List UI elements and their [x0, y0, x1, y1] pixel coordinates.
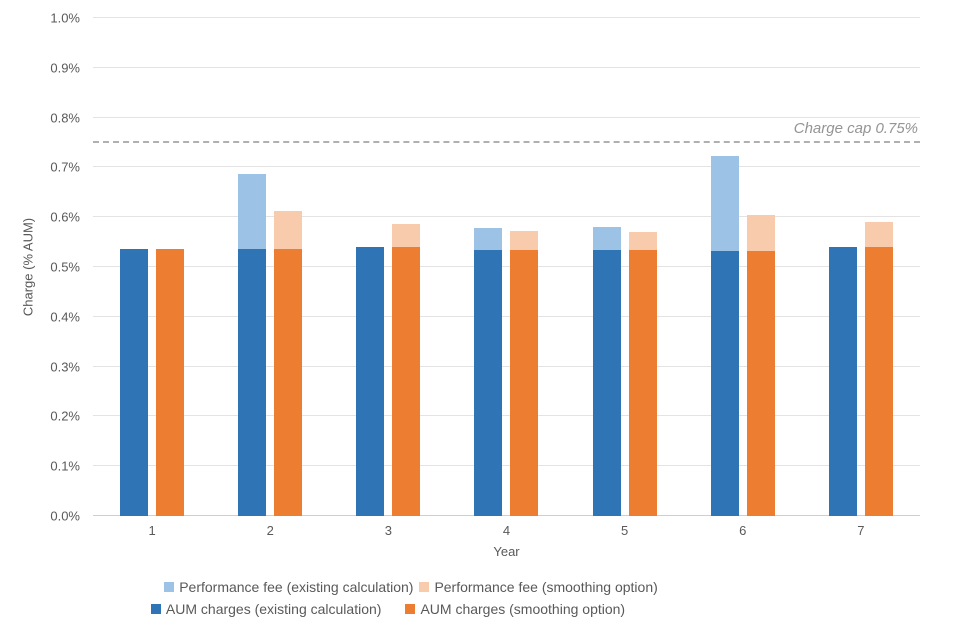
segment-aum_smoothing-year-5 [628, 250, 657, 516]
y-tick-label: 0.1% [50, 458, 80, 474]
plot-area: Charge cap 0.75% [93, 17, 920, 516]
gridline [93, 415, 920, 417]
bar-aum_existing-year-1 [120, 18, 149, 516]
chart-legend: Performance fee (existing calculation) Pe… [0, 579, 960, 617]
segment-aum_smoothing-year-2 [274, 249, 303, 516]
segment-perf_smoothing-year-3 [392, 224, 421, 247]
bar-group-year-1 [93, 18, 211, 516]
segment-perf_existing-year-4 [474, 228, 503, 251]
y-tick-label: 0.0% [50, 508, 80, 524]
x-tick-label-year-7: 7 [857, 523, 865, 538]
x-axis-ticks: 1 2 3 4 5 6 7 [93, 523, 920, 538]
y-tick-label: 0.8% [50, 110, 80, 126]
bar-aum_existing-year-4 [474, 18, 503, 516]
segment-perf_smoothing-year-4 [510, 230, 539, 251]
y-tick-label: 0.5% [50, 259, 80, 275]
segment-aum_existing-year-7 [828, 246, 857, 516]
bar-aum_existing-year-6 [710, 18, 739, 516]
y-tick-label: 0.7% [50, 159, 80, 175]
x-tick-label-year-3: 3 [384, 523, 392, 538]
legend-item: Performance fee (existing calculation) [164, 579, 413, 595]
segment-aum_smoothing-year-6 [746, 251, 775, 516]
segment-perf_smoothing-year-5 [628, 231, 657, 251]
segment-perf_smoothing-year-2 [274, 211, 303, 250]
x-tick-label-year-1: 1 [148, 523, 156, 538]
gridline [93, 465, 920, 467]
legend-row-2: AUM charges (existing calculation) AUM ch… [0, 601, 868, 617]
y-tick-label: 0.6% [50, 209, 80, 225]
segment-perf_existing-year-6 [710, 156, 739, 252]
bar-aum_smoothing-year-7 [864, 18, 893, 516]
gridline [93, 216, 920, 218]
bar-group-year-3 [329, 18, 447, 516]
bar-aum_existing-year-2 [238, 18, 267, 516]
segment-aum_smoothing-year-7 [864, 246, 893, 516]
bar-group-year-5 [566, 18, 684, 516]
x-axis-line [93, 515, 920, 516]
x-tick-label-year-2: 2 [266, 523, 274, 538]
segment-perf_existing-year-2 [238, 173, 267, 250]
y-tick-label: 0.9% [50, 60, 80, 76]
bar-aum_existing-year-3 [356, 18, 385, 516]
legend-label: AUM charges (smoothing option) [420, 601, 626, 617]
bar-group-year-2 [211, 18, 329, 516]
segment-aum_existing-year-3 [356, 246, 385, 516]
legend-item: Performance fee (smoothing option) [419, 579, 658, 595]
gridline [93, 266, 920, 267]
bar-group-year-6 [684, 18, 802, 516]
gridline [93, 315, 920, 317]
legend-label: Performance fee (existing calculation) [179, 579, 414, 595]
legend-swatch-icon [405, 604, 416, 614]
x-axis-title: Year [493, 544, 520, 559]
legend-swatch-icon [419, 582, 430, 592]
segment-aum_smoothing-year-4 [510, 250, 539, 516]
bar-aum_smoothing-year-6 [746, 18, 775, 516]
bar-aum_smoothing-year-4 [510, 18, 539, 516]
y-tick-label: 0.2% [50, 408, 80, 424]
charge-cap-line [93, 140, 920, 143]
gridline [93, 116, 920, 118]
segment-aum_smoothing-year-3 [392, 246, 421, 516]
gridline [93, 66, 920, 68]
legend-swatch-icon [164, 582, 175, 592]
charge-cap-annotation: Charge cap 0.75% [793, 119, 918, 137]
bar-aum_smoothing-year-1 [156, 18, 185, 516]
x-tick-label-year-6: 6 [739, 523, 747, 538]
segment-perf_smoothing-year-6 [746, 215, 775, 252]
segment-aum_existing-year-6 [710, 251, 739, 516]
legend-item: AUM charges (existing calculation) [150, 601, 382, 617]
segment-perf_smoothing-year-7 [864, 222, 893, 247]
gridline [93, 166, 920, 168]
bar-aum_smoothing-year-5 [628, 18, 657, 516]
segment-perf_existing-year-5 [592, 226, 621, 251]
legend-swatch-icon [150, 604, 161, 614]
y-axis-ticks: 0.0% 0.1% 0.2% 0.3% 0.4% 0.5% 0.6% 0.7% 0.8% 0.9%… [0, 11, 80, 524]
x-tick-label-year-4: 4 [502, 523, 511, 538]
legend-label: AUM charges (existing calculation) [165, 601, 382, 617]
segment-aum_existing-year-5 [592, 250, 621, 516]
gridline [93, 365, 920, 367]
y-tick-label: 0.4% [50, 309, 80, 325]
bar-aum_smoothing-year-3 [392, 18, 421, 516]
segment-aum_existing-year-1 [120, 248, 149, 516]
bar-aum_existing-year-5 [592, 18, 621, 516]
legend-row-1: Performance fee (existing calculation) Pe… [0, 579, 891, 595]
bar-group-year-7 [802, 18, 920, 516]
x-tick-label-year-5: 5 [621, 523, 629, 538]
y-tick-label: 0.3% [50, 359, 80, 375]
segment-aum_smoothing-year-1 [156, 248, 185, 516]
bar-group-year-4 [447, 18, 565, 516]
legend-item: AUM charges (smoothing option) [405, 601, 625, 617]
segment-aum_existing-year-2 [238, 249, 267, 516]
gridline [93, 17, 920, 18]
legend-label: Performance fee (smoothing option) [434, 579, 658, 595]
bar-aum_smoothing-year-2 [274, 18, 303, 516]
bar-aum_existing-year-7 [828, 18, 857, 516]
y-tick-label: 1.0% [50, 10, 80, 26]
segment-aum_existing-year-4 [474, 250, 503, 516]
